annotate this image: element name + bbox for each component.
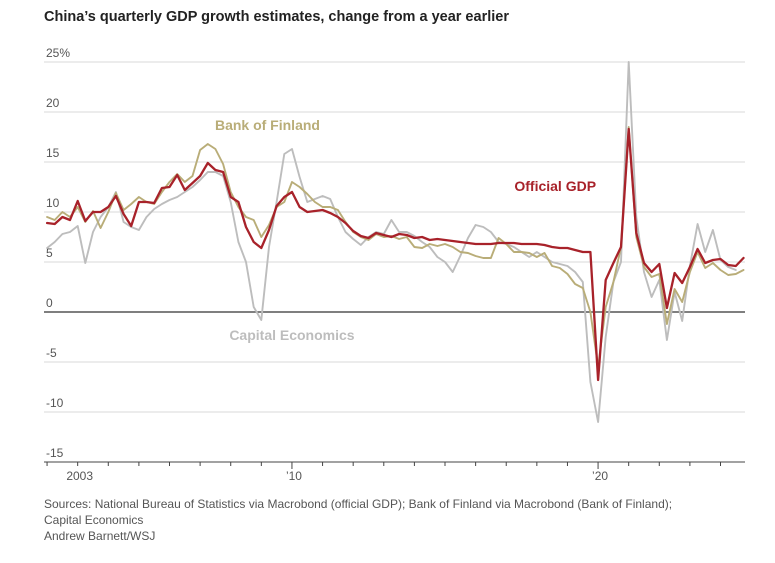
y-tick-label: 0 xyxy=(46,296,53,310)
y-tick-label: -15 xyxy=(46,446,64,460)
y-tick-label: 5 xyxy=(46,246,53,260)
credit-line: Andrew Barnett/WSJ xyxy=(44,529,156,543)
series-label-official-gdp: Official GDP xyxy=(514,178,596,194)
sources-note: Sources: National Bureau of Statistics v… xyxy=(44,496,672,544)
y-tick-label: -5 xyxy=(46,346,57,360)
x-tick-label: ’10 xyxy=(286,469,302,483)
y-tick-label: -10 xyxy=(46,396,64,410)
series-line-capital-economics xyxy=(46,61,737,423)
y-tick-label: 10 xyxy=(46,196,60,210)
sources-line-2: Capital Economics xyxy=(44,513,144,527)
x-tick-label: ’20 xyxy=(592,469,608,483)
series-label-capital-economics: Capital Economics xyxy=(229,327,354,343)
y-tick-label: 15 xyxy=(46,146,60,160)
x-tick-label: 2003 xyxy=(66,469,93,483)
chart-title: China’s quarterly GDP growth estimates, … xyxy=(44,9,509,25)
series-label-bank-of-finland: Bank of Finland xyxy=(215,117,320,133)
series-line-official-gdp xyxy=(45,127,745,382)
y-tick-label: 25% xyxy=(46,46,70,60)
sources-line-1: Sources: National Bureau of Statistics v… xyxy=(44,497,673,511)
y-tick-label: 20 xyxy=(46,96,60,110)
